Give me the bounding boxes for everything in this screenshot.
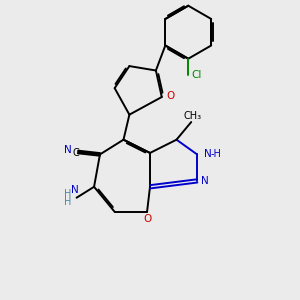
Text: CH₃: CH₃: [184, 111, 202, 121]
Text: Cl: Cl: [191, 70, 202, 80]
Text: O: O: [166, 91, 174, 100]
Text: N: N: [201, 176, 208, 186]
Text: N: N: [71, 185, 79, 195]
Text: O: O: [143, 214, 151, 224]
Text: C: C: [73, 148, 79, 158]
Text: -H: -H: [211, 149, 222, 159]
Text: H: H: [64, 189, 71, 199]
Text: N: N: [203, 149, 211, 159]
Text: N: N: [64, 145, 72, 154]
Text: H: H: [64, 197, 71, 207]
